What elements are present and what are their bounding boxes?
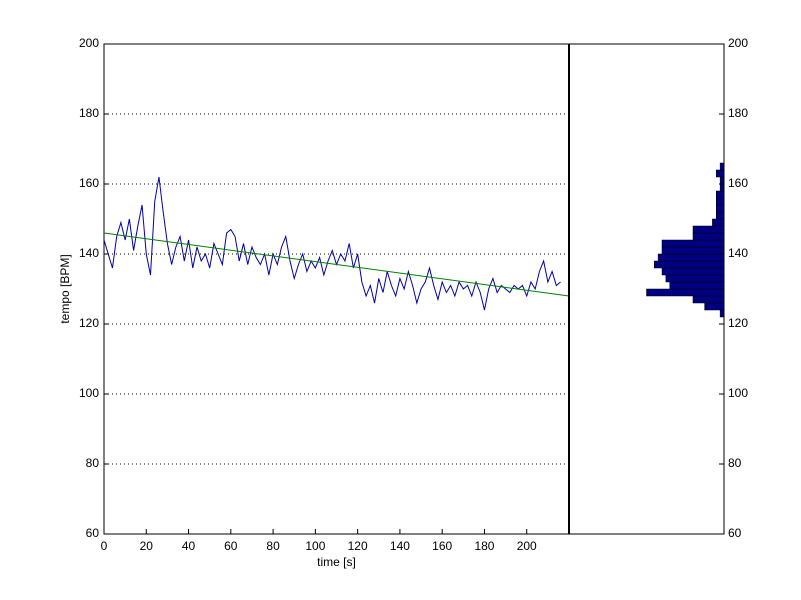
histogram-bar xyxy=(654,260,725,269)
histogram-bar xyxy=(665,274,725,283)
x-tick-label: 200 xyxy=(517,539,537,553)
histogram-bar xyxy=(716,190,725,199)
histogram-bar xyxy=(661,267,725,276)
y-tick-label: 200 xyxy=(79,36,99,50)
x-axis-label: time [s] xyxy=(317,555,356,569)
x-tick-label: 0 xyxy=(101,539,108,553)
y-tick-label: 60 xyxy=(86,526,100,540)
x-tick-label: 40 xyxy=(182,539,196,553)
y-axis-label: tempo [BPM] xyxy=(58,254,72,323)
x-tick-label: 180 xyxy=(474,539,494,553)
histogram-bar xyxy=(692,295,725,304)
y-tick-label: 80 xyxy=(86,456,100,470)
x-tick-label: 120 xyxy=(348,539,368,553)
x-tick-label: 160 xyxy=(432,539,452,553)
series-line xyxy=(103,232,570,297)
histogram-bar xyxy=(716,211,725,220)
x-tick-label: 80 xyxy=(266,539,280,553)
histogram-bar xyxy=(692,232,725,241)
histogram-bar xyxy=(716,197,725,206)
histogram-bar xyxy=(712,218,725,227)
y-tick-label: 100 xyxy=(79,386,99,400)
y-tick-label: 180 xyxy=(79,106,99,120)
histogram-bar xyxy=(719,162,725,171)
histogram-bar xyxy=(669,281,725,290)
y-tick-label: 120 xyxy=(79,316,99,330)
y-tick-label: 180 xyxy=(728,106,748,120)
series-line xyxy=(103,176,561,311)
y-tick-label: 100 xyxy=(728,386,748,400)
histogram-bar xyxy=(704,302,725,311)
y-tick-label: 120 xyxy=(728,316,748,330)
x-tick-label: 140 xyxy=(390,539,410,553)
x-tick-label: 60 xyxy=(224,539,238,553)
histogram-bar xyxy=(646,288,725,297)
histogram-bar xyxy=(719,183,725,192)
y-tick-label: 140 xyxy=(79,246,99,260)
histogram-bar xyxy=(692,225,725,234)
x-tick-label: 20 xyxy=(140,539,154,553)
y-tick-label: 160 xyxy=(79,176,99,190)
x-tick-label: 100 xyxy=(305,539,325,553)
y-tick-label: 160 xyxy=(728,176,748,190)
histogram-bar xyxy=(719,309,725,318)
histogram-bar xyxy=(716,204,725,213)
y-tick-label: 200 xyxy=(728,36,748,50)
histogram-bar xyxy=(661,246,725,255)
histogram-bar xyxy=(719,176,725,185)
y-tick-label: 60 xyxy=(728,526,742,540)
y-tick-label: 80 xyxy=(728,456,742,470)
histogram-bar xyxy=(657,253,725,262)
histogram-bar xyxy=(716,169,725,178)
histogram-bar xyxy=(661,239,725,248)
axes-box xyxy=(103,43,570,535)
y-tick-label: 140 xyxy=(728,246,748,260)
